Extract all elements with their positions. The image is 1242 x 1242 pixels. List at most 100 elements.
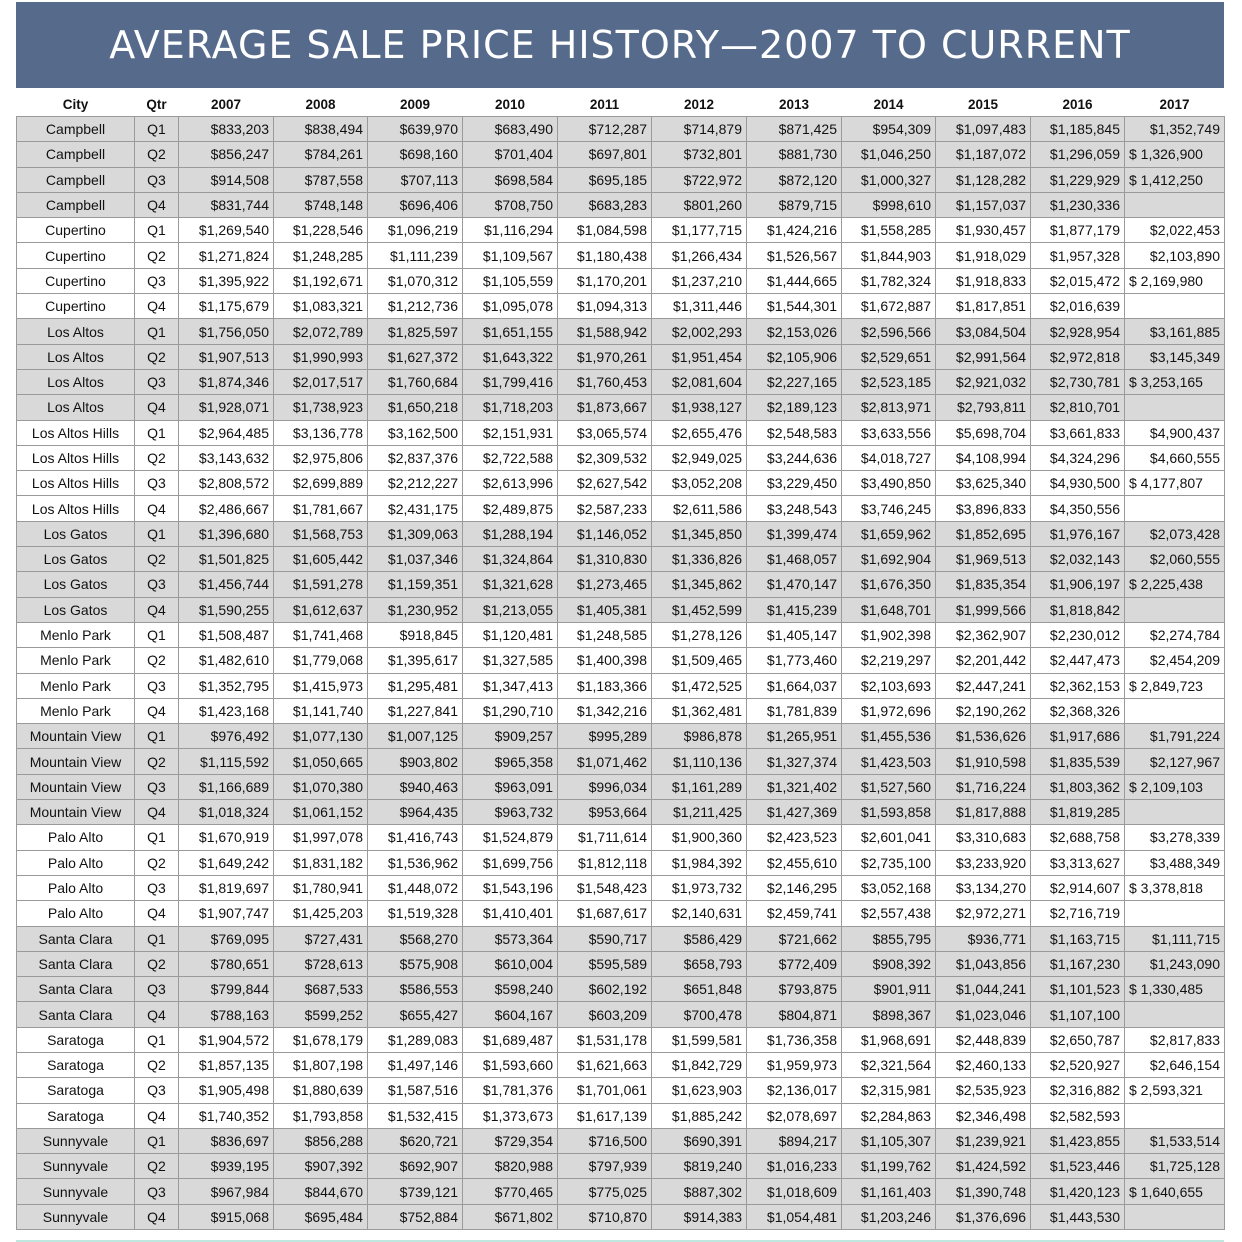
quarter-cell: Q4 xyxy=(134,191,179,219)
page-title: AVERAGE SALE PRICE HISTORY—2007 TO CURRE… xyxy=(16,2,1224,88)
price-cell-2007: $976,492 xyxy=(178,723,274,750)
price-cell-2007: $1,907,513 xyxy=(178,343,274,370)
price-cell-2017: $ 3,253,165 xyxy=(1124,368,1225,396)
city-cell: Campbell xyxy=(16,115,135,143)
price-cell-2015: $1,817,851 xyxy=(935,293,1031,320)
price-cell-2012: $1,452,599 xyxy=(651,596,747,623)
price-cell-2010: $610,004 xyxy=(462,950,558,978)
price-cell-2011: $1,146,052 xyxy=(557,520,652,548)
city-cell: Sunnyvale xyxy=(16,1178,135,1205)
price-cell-2017: $2,817,833 xyxy=(1124,1026,1225,1053)
quarter-cell: Q2 xyxy=(134,647,179,674)
price-cell-2010: $698,584 xyxy=(462,166,558,193)
price-cell-2013: $1,415,239 xyxy=(746,596,842,623)
city-cell: Saratoga xyxy=(16,1077,135,1104)
price-cell-2015: $2,447,241 xyxy=(935,672,1031,699)
price-cell-2017: $4,900,437 xyxy=(1124,419,1225,446)
price-cell-2011: $797,939 xyxy=(557,1153,652,1180)
price-cell-2009: $903,802 xyxy=(367,748,463,775)
price-cell-2012: $1,345,862 xyxy=(651,571,747,598)
price-cell-2014: $3,746,245 xyxy=(841,495,936,522)
price-cell-2009: $1,519,328 xyxy=(367,900,463,927)
quarter-cell: Q4 xyxy=(134,1203,179,1231)
city-cell: Los Altos Hills xyxy=(16,419,135,446)
city-cell: Campbell xyxy=(16,191,135,219)
city-cell: Sunnyvale xyxy=(16,1153,135,1180)
price-cell-2007: $2,486,667 xyxy=(178,495,274,522)
price-cell-2013: $894,217 xyxy=(746,1127,842,1155)
price-cell-2008: $1,793,858 xyxy=(273,1102,368,1129)
column-header-2016: 2016 xyxy=(1030,93,1125,117)
price-cell-2013: $1,265,951 xyxy=(746,723,842,750)
price-cell-2014: $2,284,863 xyxy=(841,1102,936,1129)
price-cell-2011: $1,531,178 xyxy=(557,1026,652,1053)
price-cell-2016: $2,032,143 xyxy=(1030,546,1125,573)
price-cell-2015: $2,201,442 xyxy=(935,647,1031,674)
price-cell-2011: $1,400,398 xyxy=(557,647,652,674)
price-cell-2007: $1,482,610 xyxy=(178,647,274,674)
price-cell-2012: $1,336,826 xyxy=(651,546,747,573)
city-cell: Sunnyvale xyxy=(16,1203,135,1231)
price-cell-2011: $1,170,201 xyxy=(557,267,652,295)
price-cell-2017: $2,103,890 xyxy=(1124,242,1225,269)
price-cell-2014: $1,203,246 xyxy=(841,1203,936,1231)
price-cell-2014: $954,309 xyxy=(841,115,936,143)
price-cell-2013: $2,105,906 xyxy=(746,343,842,370)
price-cell-2011: $1,701,061 xyxy=(557,1077,652,1104)
price-cell-2007: $1,905,498 xyxy=(178,1077,274,1104)
table-row: Mountain View Q1 $976,492 $1,077,130 $1,007,… xyxy=(16,723,1225,750)
price-cell-2017: $1,352,749 xyxy=(1124,115,1225,143)
price-cell-2013: $1,470,147 xyxy=(746,571,842,598)
price-cell-2009: $1,536,962 xyxy=(367,849,463,876)
table-row: Mountain View Q4 $1,018,324 $1,061,152 $964,… xyxy=(16,799,1225,826)
price-cell-2009: $1,230,952 xyxy=(367,596,463,623)
price-cell-2017: $3,161,885 xyxy=(1124,318,1225,345)
price-cell-2007: $788,163 xyxy=(178,1001,274,1028)
price-cell-2012: $2,949,025 xyxy=(651,444,747,472)
price-cell-2013: $1,444,665 xyxy=(746,267,842,295)
price-cell-2012: $714,879 xyxy=(651,115,747,143)
price-cell-2011: $1,180,438 xyxy=(557,242,652,269)
price-cell-2012: $1,509,465 xyxy=(651,647,747,674)
price-cell-2007: $1,649,242 xyxy=(178,849,274,876)
price-cell-2015: $1,043,856 xyxy=(935,950,1031,978)
city-cell: Menlo Park xyxy=(16,672,135,699)
price-cell-2010: $1,543,196 xyxy=(462,874,558,902)
price-cell-2008: $1,880,639 xyxy=(273,1077,368,1104)
price-cell-2011: $953,664 xyxy=(557,799,652,826)
table-row: Campbell Q4 $831,744 $748,148 $696,406 $708,7… xyxy=(16,191,1225,219)
column-header-2017: 2017 xyxy=(1124,93,1225,117)
price-cell-2016: $1,523,446 xyxy=(1030,1153,1125,1180)
price-cell-2011: $683,283 xyxy=(557,191,652,219)
price-cell-2007: $3,143,632 xyxy=(178,444,274,472)
price-cell-2014: $2,523,185 xyxy=(841,368,936,396)
price-cell-2015: $1,716,224 xyxy=(935,773,1031,801)
price-cell-2011: $590,717 xyxy=(557,925,652,952)
price-cell-2013: $1,781,839 xyxy=(746,697,842,725)
price-cell-2016: $4,324,296 xyxy=(1030,444,1125,472)
quarter-cell: Q2 xyxy=(134,950,179,978)
price-cell-2015: $2,991,564 xyxy=(935,343,1031,370)
quarter-cell: Q1 xyxy=(134,824,179,851)
price-cell-2016: $2,810,701 xyxy=(1030,394,1125,421)
price-cell-2015: $2,460,133 xyxy=(935,1051,1031,1079)
price-cell-2008: $695,484 xyxy=(273,1203,368,1231)
price-cell-2014: $1,648,701 xyxy=(841,596,936,623)
price-cell-2015: $1,817,888 xyxy=(935,799,1031,826)
price-cell-2017: $3,145,349 xyxy=(1124,343,1225,370)
table-row: Los Altos Q2 $1,907,513 $1,990,993 $1,627,37… xyxy=(16,343,1225,370)
city-cell: Campbell xyxy=(16,166,135,193)
price-cell-2008: $1,612,637 xyxy=(273,596,368,623)
price-cell-2009: $692,907 xyxy=(367,1153,463,1180)
price-cell-2012: $986,878 xyxy=(651,723,747,750)
price-cell-2016: $2,230,012 xyxy=(1030,621,1125,649)
price-cell-2014: $1,199,762 xyxy=(841,1153,936,1180)
price-cell-2015: $2,346,498 xyxy=(935,1102,1031,1129)
price-cell-2016: $1,230,336 xyxy=(1030,191,1125,219)
city-cell: Saratoga xyxy=(16,1051,135,1079)
price-cell-2016: $2,520,927 xyxy=(1030,1051,1125,1079)
table-row: Los Gatos Q4 $1,590,255 $1,612,637 $1,230,95… xyxy=(16,596,1225,623)
quarter-cell: Q3 xyxy=(134,470,179,497)
price-cell-2016: $2,650,787 xyxy=(1030,1026,1125,1053)
city-cell: Mountain View xyxy=(16,723,135,750)
